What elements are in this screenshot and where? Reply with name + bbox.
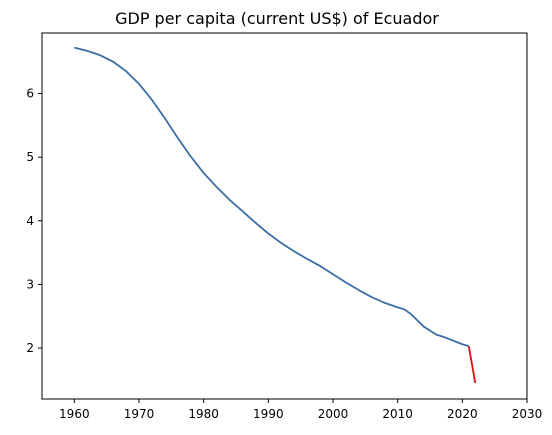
x-tick-label: 2000 xyxy=(318,407,349,421)
x-tick-label: 1960 xyxy=(59,407,90,421)
series-line-1 xyxy=(467,346,477,384)
y-tick-label: 4 xyxy=(26,214,34,228)
x-axis: 1960 1970 1980 1990 2000 2010 2020 2030 xyxy=(59,399,542,421)
plot-frame xyxy=(41,32,528,400)
x-tick-label: 2020 xyxy=(447,407,478,421)
x-tick-label: 1980 xyxy=(188,407,219,421)
y-tick-label: 3 xyxy=(26,277,34,291)
y-tick-label: 6 xyxy=(26,86,34,100)
x-tick-label: 1970 xyxy=(124,407,155,421)
chart-title: GDP per capita (current US$) of Ecuador xyxy=(115,9,439,28)
series-layer xyxy=(74,46,477,384)
y-tick-label: 2 xyxy=(26,341,34,355)
x-tick-label: 2030 xyxy=(512,407,543,421)
y-tick-label: 5 xyxy=(26,150,34,164)
y-axis: 2 3 4 5 6 xyxy=(26,86,42,355)
x-tick-label: 1990 xyxy=(253,407,284,421)
x-tick-label: 2010 xyxy=(382,407,413,421)
series-line-0 xyxy=(74,46,470,348)
